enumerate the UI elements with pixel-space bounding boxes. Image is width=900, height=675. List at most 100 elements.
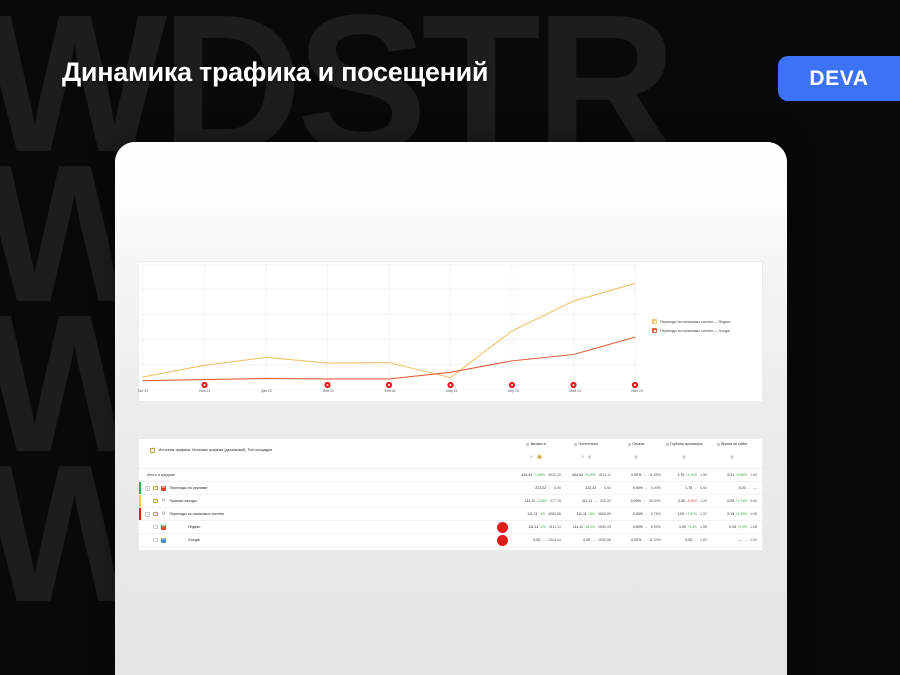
traffic-chart-card: Окт 23 Ноя 23 Дек 23 Янв 24 Фев 24 Мар 24 Апр … xyxy=(138,261,763,402)
cell-time: 0:21 +5,96% 1:05 xyxy=(707,469,757,481)
cell-alt-value: 1:06 xyxy=(750,512,757,516)
cell-value: 1,00 xyxy=(679,525,687,529)
row-label: Яндекс xyxy=(188,525,201,529)
column-header-1[interactable]: Посетители xyxy=(561,442,611,446)
row-expander-icon[interactable]: + xyxy=(145,485,150,491)
metric-column-headers[interactable]: Визиты ▾% ▥ Посетители% ▥ Отказы ▥ Глубина про… xyxy=(511,442,757,468)
cell-value: 444,44 xyxy=(521,473,533,477)
column-radio-icon[interactable] xyxy=(526,442,530,446)
cell-alt-value: 11,34% xyxy=(649,538,661,542)
cell-value: 444,44 xyxy=(572,473,584,477)
column-header-0[interactable]: Визиты ▾ xyxy=(511,442,561,446)
row-checkbox[interactable] xyxy=(153,498,158,504)
cell-alt-value: 0,00 xyxy=(700,486,707,490)
table-body: Итого и средние 444,44 +0,98% 4022,22 444,44… xyxy=(139,469,762,547)
cell-delta: +1,5% xyxy=(687,525,697,529)
row-checkbox[interactable] xyxy=(153,485,158,491)
cell-alt-value: 4555,56 xyxy=(548,512,561,516)
bar-chart-toggle-icon[interactable]: ▥ xyxy=(634,455,638,459)
column-radio-icon[interactable] xyxy=(716,442,720,446)
column-header-2[interactable]: Отказы xyxy=(611,442,661,446)
cell-delta: -3,40% xyxy=(686,499,697,503)
cell-alt-value: — xyxy=(753,486,757,490)
cell-value: 0:20 xyxy=(738,486,746,490)
table-row[interactable]: +ЯЯндекс111,11-2%3111,11111,11-25,0%2855… xyxy=(139,521,762,534)
cell-value: 1,75 xyxy=(677,473,685,477)
cell-delta: +1,57% xyxy=(685,512,697,516)
dimension-header-cell[interactable]: Источник трафика, Источник трафика (дета… xyxy=(147,447,272,453)
cell-alt-value: 1,20 xyxy=(700,499,707,503)
column-header-4[interactable]: Время на сайте xyxy=(707,442,757,446)
bar-chart-toggle-icon[interactable]: ▥ xyxy=(587,455,592,459)
row-color-stripe xyxy=(139,508,141,520)
cell-delta: — xyxy=(644,486,648,490)
table-row[interactable]: Итого и средние 444,44 +0,98% 4022,22 444,44… xyxy=(139,469,762,482)
deva-badge[interactable]: DEVA xyxy=(778,56,900,101)
cell-value: 0:15 xyxy=(729,525,737,529)
row-checkbox[interactable] xyxy=(153,537,158,543)
cell-time: — —1:00 xyxy=(707,534,757,546)
cell-depth: 2,50 -3,40% 1,20 xyxy=(661,495,707,507)
cell-value: 0,00 xyxy=(533,538,541,542)
column-radio-icon[interactable] xyxy=(665,442,669,446)
row-metrics: 444,44 +0,98% 4022,22 444,44 +5,29% 4111,11 0,… xyxy=(511,469,757,481)
sort-arrow-icon[interactable]: ▾ xyxy=(542,442,546,446)
dimension-checkbox-icon[interactable] xyxy=(150,447,155,453)
cell-delta: +5,96% xyxy=(735,473,747,477)
cell-value: — xyxy=(738,538,743,542)
cell-delta: — xyxy=(644,512,648,516)
column-subcontrols-0[interactable]: % ▥ xyxy=(511,455,561,459)
cell-value: 0:21 xyxy=(727,473,735,477)
cell-visits: 444,44 +0,98% 4022,22 xyxy=(511,469,561,481)
column-subcontrols-4[interactable]: ▥ xyxy=(707,455,757,459)
column-header-label: Визиты xyxy=(530,442,543,446)
column-subcontrols-1[interactable]: % ▥ xyxy=(561,455,611,459)
column-radio-icon[interactable] xyxy=(627,442,631,446)
column-subcontrols-2[interactable]: ▥ xyxy=(611,455,661,459)
row-source-icon: G xyxy=(161,537,166,543)
cell-alt-value: 3111,11 xyxy=(548,525,561,529)
cell-visits: 111,11 -2% 3111,11 xyxy=(511,521,561,533)
row-source-icon: Я xyxy=(161,524,166,530)
table-header-row: Источник трафика, Источник трафика (дета… xyxy=(139,439,762,469)
percent-toggle-icon[interactable]: % xyxy=(580,455,584,459)
cell-alt-value: 4111,11 xyxy=(598,473,611,477)
cell-bounce: 0,00% —11,34% xyxy=(611,534,661,546)
table-row[interactable]: +GGoogle0,00—1444,440,00—1055,560,00%—11… xyxy=(139,534,762,547)
row-checkbox[interactable] xyxy=(153,511,158,517)
row-label: Итого и средние xyxy=(147,473,175,477)
cell-delta: — xyxy=(693,486,697,490)
legend-item[interactable]: Переходы из поисковых систем — Яндекс xyxy=(652,319,731,324)
bar-chart-toggle-icon[interactable]: ▥ xyxy=(536,455,543,459)
row-source-icon: Q xyxy=(162,511,165,516)
row-source-icon: D xyxy=(162,498,165,503)
bar-chart-toggle-icon[interactable]: ▥ xyxy=(682,455,686,459)
cell-visitors: 111,11 +8% 3888,89 xyxy=(561,508,611,520)
cell-delta: — xyxy=(597,486,601,490)
row-label: Переходы по рекламе xyxy=(169,486,208,490)
row-expander-icon[interactable]: − xyxy=(145,511,150,517)
row-checkbox[interactable] xyxy=(153,524,158,530)
cell-alt-value: 1,55 xyxy=(700,473,707,477)
percent-toggle-icon[interactable]: % xyxy=(529,455,533,459)
chart-legend[interactable]: Переходы из поисковых систем — Яндекс Пер… xyxy=(652,319,731,333)
highlight-marker xyxy=(497,522,508,533)
cell-alt-value: 8,90% xyxy=(650,525,661,529)
cell-delta: — xyxy=(593,499,597,503)
column-header-3[interactable]: Глубина просмотра xyxy=(661,442,707,446)
legend-item[interactable]: Переходы из поисковых систем — Google xyxy=(652,328,731,333)
cell-delta: -2% xyxy=(539,525,546,529)
column-radio-icon[interactable] xyxy=(573,442,577,446)
cell-value: 0:15 xyxy=(727,512,735,516)
highlight-marker xyxy=(497,535,508,546)
bar-chart-toggle-icon[interactable]: ▥ xyxy=(730,455,734,459)
column-subcontrols-3[interactable]: ▥ xyxy=(661,455,707,459)
legend-label: Переходы из поисковых систем — Google xyxy=(660,328,731,333)
row-color-stripe xyxy=(139,482,141,494)
x-axis-tick-label: Ноя 23 xyxy=(199,389,211,393)
cell-delta: -2,08% xyxy=(536,499,547,503)
